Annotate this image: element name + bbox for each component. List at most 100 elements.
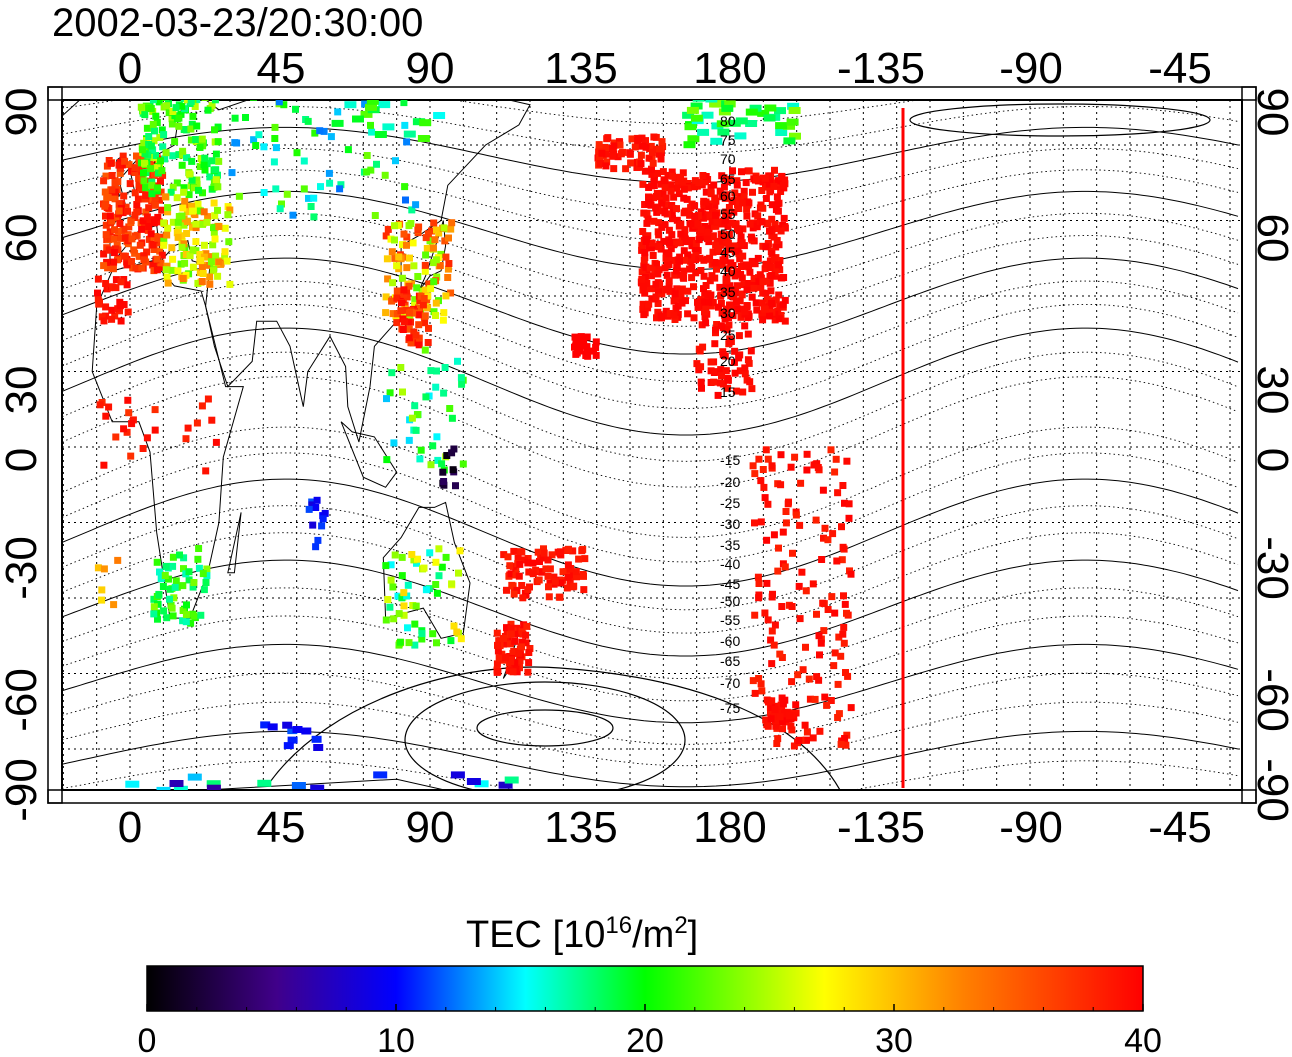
tec-point (413, 284, 421, 292)
tec-point (718, 372, 725, 380)
tec-point (839, 543, 847, 551)
tec-point (424, 339, 432, 346)
tec-point (164, 204, 172, 212)
tec-point (658, 138, 666, 146)
tec-point (705, 225, 713, 232)
tec-point (201, 166, 209, 174)
tec-point (152, 112, 160, 120)
tec-point (194, 279, 202, 287)
tec-point (758, 187, 766, 194)
tec-point (166, 595, 173, 603)
tec-point (699, 172, 707, 179)
contour-label: 80 (720, 113, 736, 129)
tec-point (149, 241, 157, 249)
tec-point (414, 555, 421, 563)
tec-point (235, 192, 243, 200)
tec-point (662, 201, 670, 209)
tec-point (181, 197, 189, 205)
tec-point (166, 585, 174, 593)
tec-point (817, 639, 825, 647)
tec-point (659, 189, 667, 197)
tec-point (215, 258, 223, 266)
contour-label: 35 (720, 284, 736, 300)
tec-point (155, 591, 163, 599)
tec-point (399, 388, 406, 396)
tec-point (189, 263, 197, 271)
tec-point (183, 601, 190, 609)
tec-point (141, 159, 148, 167)
tec-point (743, 303, 751, 311)
tec-point (363, 168, 371, 176)
tec-point (193, 419, 201, 427)
tec-point (745, 359, 753, 367)
tec-point (544, 556, 552, 564)
tec-point (819, 599, 827, 607)
tec-point (382, 309, 390, 317)
tec-point (400, 602, 408, 610)
tec-point (683, 141, 696, 149)
tec-point (654, 270, 662, 278)
tec-point (116, 220, 124, 227)
tec-point (681, 233, 689, 241)
tec-point (128, 235, 136, 243)
tec-point (200, 586, 208, 594)
tec-point (406, 254, 413, 262)
tec-point (764, 722, 772, 730)
tec-point (645, 300, 653, 308)
tec-point (546, 565, 554, 573)
tec-point (165, 109, 173, 117)
tec-point (410, 262, 418, 270)
tec-point (637, 151, 645, 159)
tec-point (411, 301, 419, 309)
tec-point (692, 100, 705, 102)
tec-point (217, 790, 231, 797)
tec-point (440, 309, 448, 317)
tec-point (733, 177, 741, 185)
tec-point (715, 245, 723, 253)
tec-point (190, 184, 198, 192)
tec-point (698, 298, 706, 306)
tec-point (717, 366, 725, 374)
tec-point (738, 239, 746, 247)
tec-point (725, 230, 733, 238)
tec-point (803, 736, 810, 744)
tec-point (566, 578, 574, 586)
tec-point (596, 154, 603, 162)
tec-point (226, 206, 234, 214)
axis-tick-label: -30 (1248, 536, 1292, 600)
tec-point (811, 695, 819, 703)
tec-point (425, 280, 433, 288)
tec-point (179, 832, 193, 839)
tec-point (661, 264, 669, 272)
tec-point (677, 173, 684, 181)
tec-point (398, 299, 405, 307)
tec-point (647, 272, 655, 280)
tec-point (135, 174, 143, 182)
tec-point (525, 568, 533, 576)
tec-point (160, 131, 168, 139)
tec-point (841, 499, 848, 507)
tec-point (179, 582, 187, 590)
tec-point (140, 169, 147, 177)
tec-point (524, 668, 532, 676)
tec-point (769, 590, 776, 598)
tec-point (179, 147, 187, 155)
tec-point (426, 549, 434, 557)
tec-point (536, 558, 543, 565)
tec-point (710, 378, 718, 386)
tec-point (450, 771, 465, 779)
tec-point (696, 347, 704, 355)
tec-point (766, 312, 774, 320)
tec-point (709, 100, 722, 108)
tec-point (252, 142, 260, 149)
tec-point (151, 817, 165, 824)
contour-label: 70 (720, 151, 736, 167)
tec-point (640, 311, 648, 319)
tec-point (161, 155, 169, 163)
tec-point (272, 144, 280, 152)
tec-point (150, 603, 158, 611)
tec-point (738, 290, 746, 298)
tec-point (802, 643, 809, 651)
tec-point (157, 188, 165, 196)
axis-tick-label: -90 (0, 758, 46, 822)
